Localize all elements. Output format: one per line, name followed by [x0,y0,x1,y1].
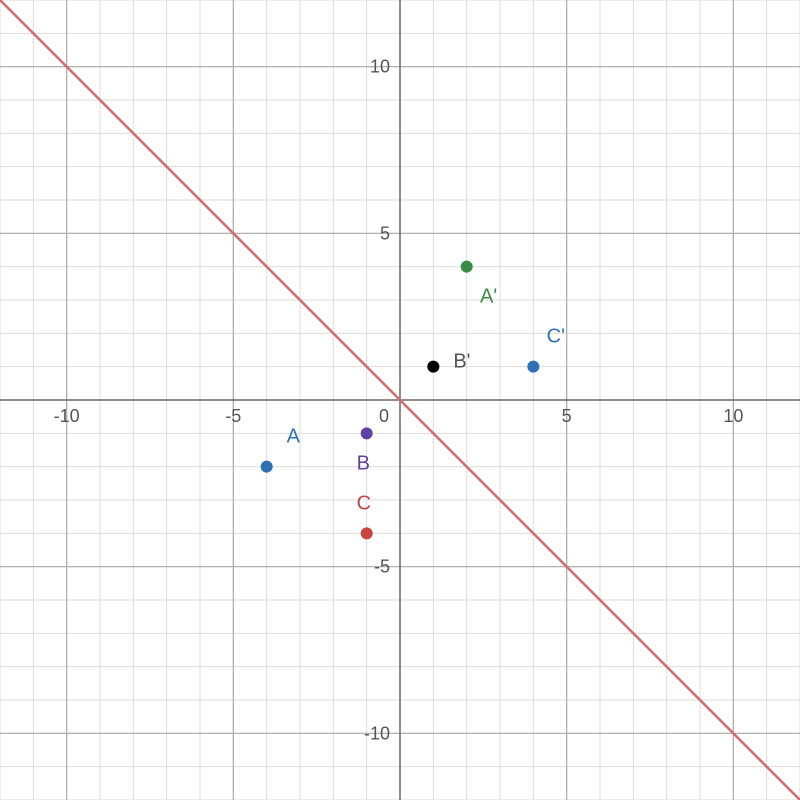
point-label-A_prime: A' [480,286,497,308]
point-A [261,461,273,473]
point-C [361,527,373,539]
point-label-B: B [357,452,370,474]
point-B [361,427,373,439]
y-tick-label: -10 [364,723,390,743]
y-tick-label: 10 [370,57,390,77]
point-A_prime [461,261,473,273]
point-label-A: A [287,426,301,448]
point-label-C: C [357,492,371,514]
point-C_prime [527,361,539,373]
x-tick-label: 5 [562,406,572,426]
x-tick-label: -10 [54,406,80,426]
x-tick-label: -5 [225,406,241,426]
y-tick-label: 5 [380,223,390,243]
origin-label: 0 [379,406,389,426]
coordinate-plane-chart: -10 -5 5 10 0 -10 -5 5 10 A BC A' B' C' [0,0,800,800]
x-tick-label: 10 [723,406,743,426]
chart-svg: -10 -5 5 10 0 -10 -5 5 10 A BC A' B' C' [0,0,800,800]
point-B_prime [427,361,439,373]
y-tick-label: -5 [374,557,390,577]
point-label-B_prime: B' [453,351,470,373]
point-label-C_prime: C' [547,326,565,348]
